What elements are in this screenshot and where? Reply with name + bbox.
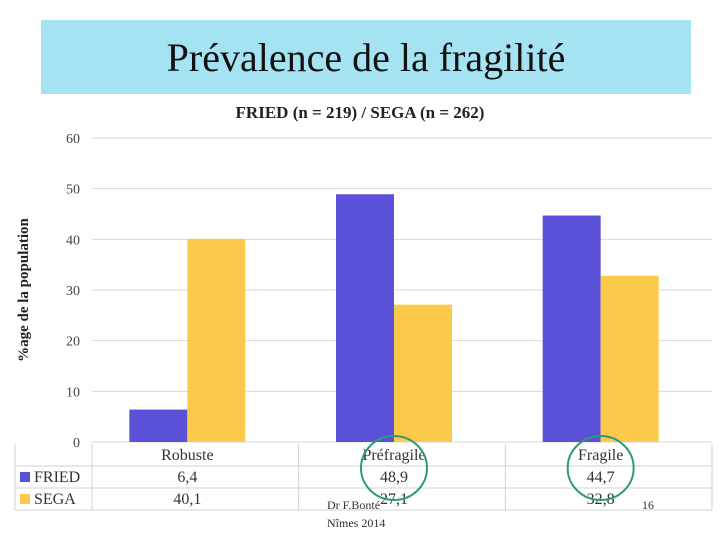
y-tick-label: 20 (66, 335, 80, 350)
data-label-fried: 48,9 (380, 469, 408, 486)
bar-sega-3 (600, 275, 659, 442)
y-tick-label: 50 (66, 183, 80, 198)
chart-title: FRIED (n = 219) / SEGA (n = 262) (236, 103, 485, 122)
bar-fried-2 (336, 194, 394, 442)
legend-label-sega: SEGA (34, 491, 76, 508)
slide-title: Prévalence de la fragilité (166, 35, 566, 80)
y-tick-label: 30 (66, 284, 80, 299)
legend-label-fried: FRIED (34, 469, 80, 486)
bar-sega-2 (394, 304, 452, 442)
footer-location: Nîmes 2014 (327, 516, 386, 530)
bar-fried-3 (542, 215, 601, 442)
legend-swatch-fried (20, 472, 30, 482)
highlight-circle-2 (360, 435, 428, 501)
x-tick-label: Fragile (578, 447, 623, 464)
highlight-circle-3 (566, 435, 635, 501)
x-tick-label: Préfragile (362, 447, 425, 464)
y-tick-label: 10 (66, 385, 80, 400)
bar-fried-1 (129, 409, 188, 442)
page-number: 16 (642, 498, 654, 512)
y-tick-label: 40 (66, 233, 80, 248)
y-tick-label: 60 (66, 132, 80, 147)
bar-sega-1 (187, 238, 246, 442)
y-tick-label: 0 (73, 436, 80, 451)
legend-swatch-sega (20, 494, 30, 504)
footer-author: Dr F.Bonté Nîmes 2014 (327, 496, 385, 532)
data-label-fried: 6,4 (177, 469, 197, 486)
footer-author-name: Dr F.Bonté (327, 498, 381, 512)
title-banner: Prévalence de la fragilité (41, 20, 691, 94)
data-label-sega: 40,1 (173, 491, 201, 508)
x-tick-label: Robuste (161, 447, 213, 464)
y-axis-label: %age de la population (16, 217, 32, 361)
data-label-fried: 44,7 (587, 469, 615, 486)
